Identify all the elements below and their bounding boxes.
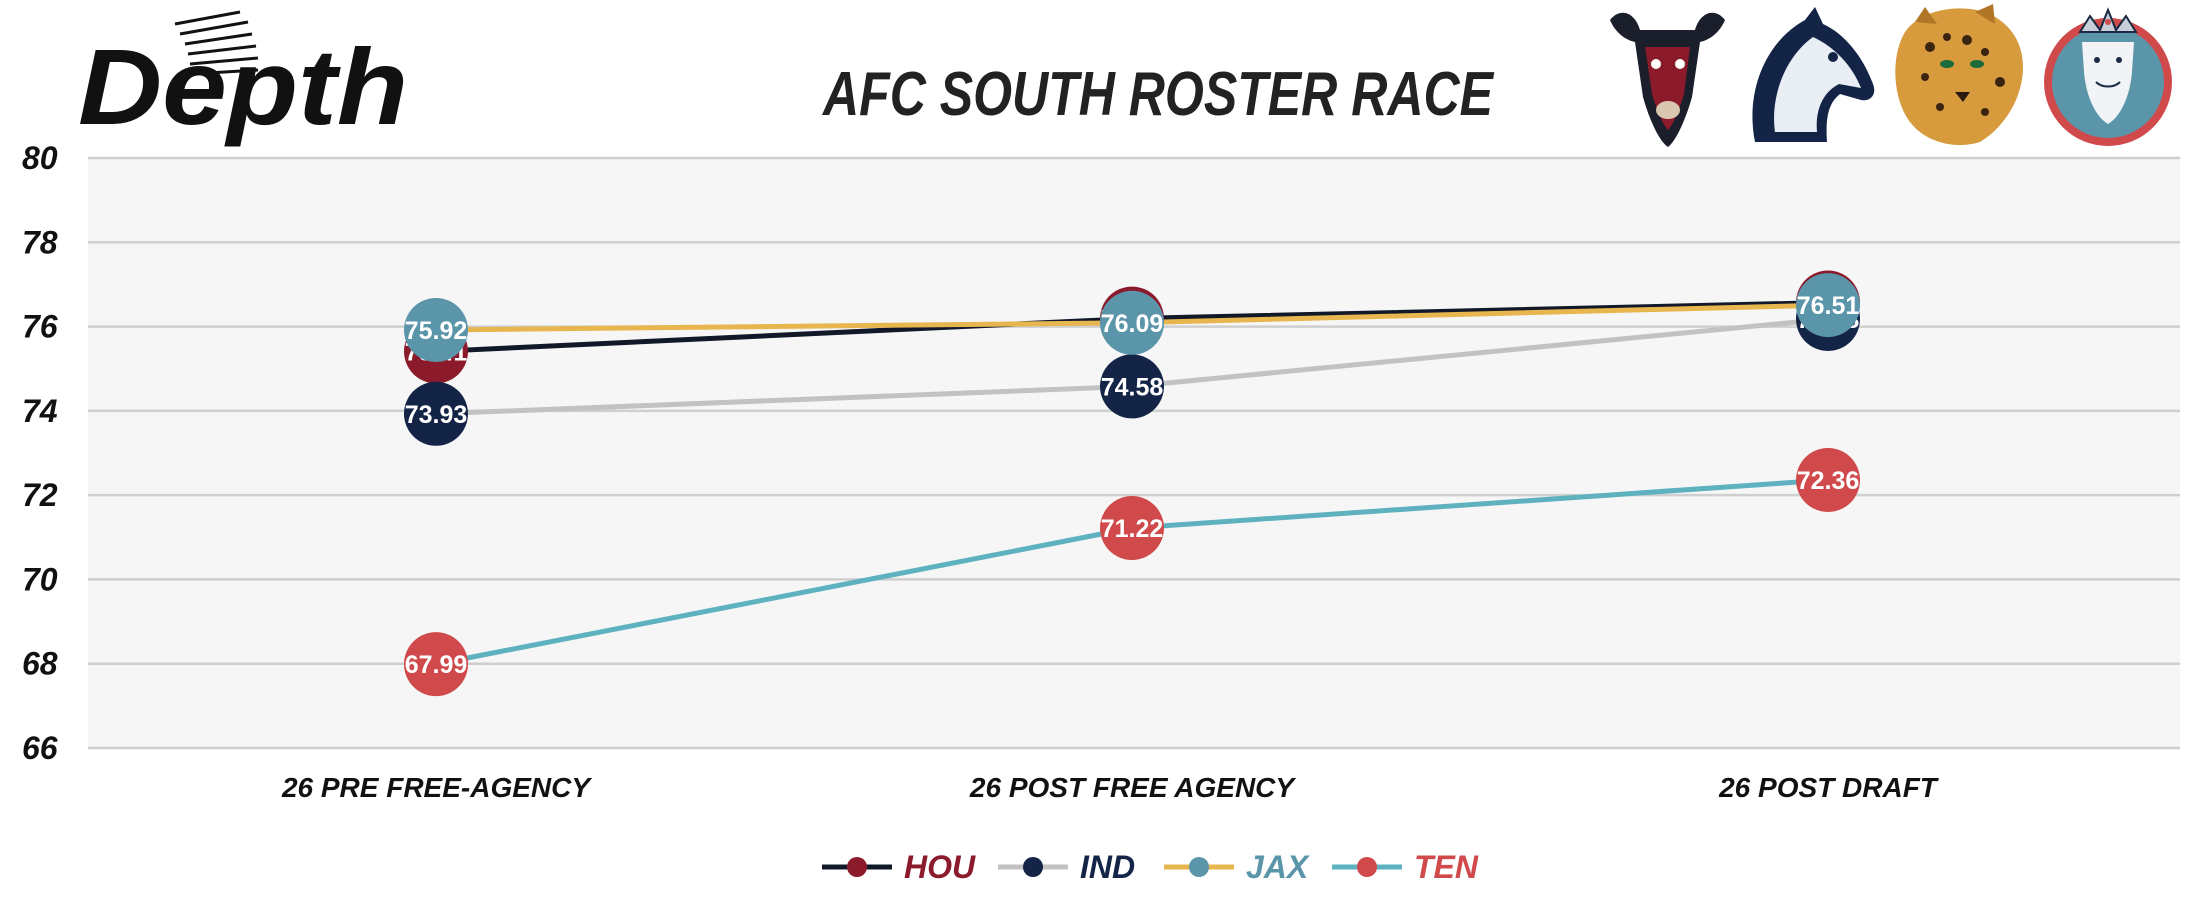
team-logos — [1610, 4, 2172, 148]
legend-marker-ten — [1357, 857, 1377, 877]
data-label-jax: 76.51 — [1797, 292, 1860, 320]
data-point-ten — [1100, 496, 1164, 561]
y-tick-label: 74 — [22, 393, 58, 429]
data-point-jax — [404, 297, 468, 362]
jaguar-logo-icon — [1895, 4, 2023, 146]
legend-marker-jax — [1189, 857, 1209, 877]
data-label-ten: 72.36 — [1797, 467, 1860, 495]
y-axis-ticks: 66 68 70 72 74 76 78 80 — [22, 140, 58, 766]
data-label-jax: 75.92 — [405, 317, 468, 345]
data-point-jax — [1100, 290, 1164, 355]
legend-marker-ind — [1023, 857, 1043, 877]
x-tick-label: 26 POST FREE AGENCY — [969, 772, 1296, 803]
x-tick-label: 26 POST DRAFT — [1718, 772, 1940, 803]
legend-marker-hou — [847, 857, 867, 877]
x-axis-ticks: 26 PRE FREE-AGENCY 26 POST FREE AGENCY 26 … — [281, 772, 1940, 803]
legend-label-hou: HOU — [904, 849, 976, 885]
y-tick-label: 80 — [22, 140, 58, 176]
legend-label-ten: TEN — [1414, 849, 1479, 885]
y-tick-label: 66 — [22, 730, 58, 766]
bull-logo-icon — [1610, 12, 1725, 148]
y-tick-label: 72 — [22, 477, 58, 513]
data-point-ten — [1796, 447, 1860, 512]
data-point-ind — [1100, 354, 1164, 419]
titan-logo-icon — [2044, 7, 2172, 146]
y-tick-label: 70 — [22, 561, 58, 597]
legend-label-jax: JAX — [1246, 849, 1310, 885]
horse-logo-icon — [1752, 7, 1875, 142]
data-point-jax — [1796, 273, 1860, 338]
legend-label-ind: IND — [1080, 849, 1135, 885]
logo-speed-lines-icon — [174, 10, 259, 76]
data-label-ten: 67.99 — [405, 651, 468, 679]
data-label-ten: 71.22 — [1101, 515, 1164, 543]
data-point-ind — [404, 381, 468, 446]
data-label-ind: 73.93 — [405, 401, 468, 429]
data-label-ind: 74.58 — [1101, 373, 1164, 401]
series-markers: 75.4176.1976.5773.9374.5876.1875.9276.09… — [404, 270, 1860, 697]
x-tick-label: 26 PRE FREE-AGENCY — [281, 772, 592, 803]
data-point-ten — [404, 632, 468, 697]
y-tick-label: 68 — [22, 646, 58, 682]
depth-logo-text: Depth — [78, 26, 408, 147]
y-tick-label: 78 — [22, 224, 58, 260]
legend: HOU IND JAX TEN — [822, 849, 1479, 885]
y-tick-label: 76 — [22, 309, 58, 345]
depth-logo: Depth — [78, 10, 408, 147]
data-label-jax: 76.09 — [1101, 310, 1164, 338]
plot-area-background — [88, 158, 2180, 748]
chart-title: AFC SOUTH ROSTER RACE — [821, 60, 1494, 129]
